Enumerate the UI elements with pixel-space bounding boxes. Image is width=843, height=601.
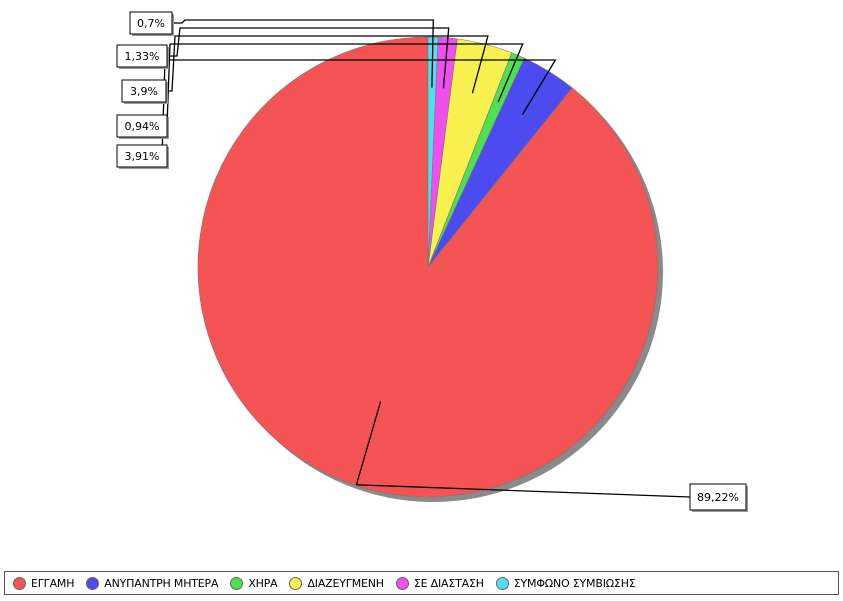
data-label-text: 1,33% bbox=[125, 50, 160, 63]
data-label-5: 1,33% bbox=[116, 44, 169, 69]
legend-item: ΔΙΑΖΕΥΓΜΕΝΗ bbox=[289, 576, 384, 590]
legend-marker bbox=[395, 576, 409, 590]
data-label-text: 3,91% bbox=[125, 150, 160, 163]
legend-label: ΕΓΓΑΜΗ bbox=[31, 576, 75, 590]
leader-line-4 bbox=[166, 35, 489, 94]
pie-slices bbox=[197, 36, 659, 498]
data-label-1: 89,22% bbox=[689, 483, 748, 512]
data-label-2: 3,91% bbox=[116, 144, 169, 169]
legend-marker bbox=[13, 576, 26, 590]
data-label-text: 3,9% bbox=[130, 85, 158, 98]
legend-item: ΧΗΡΑ bbox=[230, 576, 278, 590]
legend-label: ΑΝΥΠΑΝΤΡΗ ΜΗΤΕΡΑ bbox=[104, 576, 219, 590]
leader-line-1 bbox=[355, 401, 691, 498]
data-label-text: 0,7% bbox=[137, 17, 165, 30]
leader-line-5 bbox=[167, 27, 450, 89]
leader-line-3 bbox=[166, 43, 524, 127]
leader-line-6 bbox=[172, 19, 434, 88]
legend-label: ΣΥΜΦΩΝΟ ΣΥΜΒΙΩΣΗΣ bbox=[513, 576, 636, 590]
legend-marker bbox=[495, 576, 509, 590]
data-label-box bbox=[129, 11, 173, 35]
data-label-text: 0,94% bbox=[125, 120, 160, 133]
legend-label: ΣΕ ΔΙΑΣΤΑΣΗ bbox=[413, 576, 484, 590]
legend-label: ΔΙΑΖΕΥΓΜΕΝΗ bbox=[307, 576, 384, 590]
legend-marker bbox=[230, 576, 244, 590]
data-label-6: 0,7% bbox=[129, 11, 174, 36]
data-label-3: 0,94% bbox=[116, 114, 169, 139]
data-label-box bbox=[116, 114, 168, 138]
legend-item: ΕΓΓΑΜΗ bbox=[13, 576, 75, 590]
data-label-text: 89,22% bbox=[697, 491, 739, 504]
pie-chart: 89,22% 3,91% 0,94% 3,9% 1,33% 0,7% bbox=[116, 11, 748, 512]
data-label-box bbox=[689, 483, 747, 511]
legend-item: ΣΕ ΔΙΑΣΤΑΣΗ bbox=[395, 576, 484, 590]
legend: ΕΓΓΑΜΗ ΑΝΥΠΑΝΤΡΗ ΜΗΤΕΡΑ ΧΗΡΑ ΔΙΑΖΕΥΓΜΕΝΗ ΣΕ … bbox=[4, 571, 839, 595]
data-label-box bbox=[116, 44, 168, 68]
data-labels: 89,22% 3,91% 0,94% 3,9% 1,33% 0,7% bbox=[116, 11, 748, 512]
data-label-box bbox=[116, 144, 168, 168]
legend-label: ΧΗΡΑ bbox=[248, 576, 278, 590]
legend-marker bbox=[86, 576, 100, 590]
legend-item: ΣΥΜΦΩΝΟ ΣΥΜΒΙΩΣΗΣ bbox=[495, 576, 636, 590]
data-label-box bbox=[121, 79, 167, 103]
legend-marker bbox=[289, 576, 303, 590]
data-label-4: 3,9% bbox=[121, 79, 168, 104]
legend-item: ΑΝΥΠΑΝΤΡΗ ΜΗΤΕΡΑ bbox=[86, 576, 219, 590]
